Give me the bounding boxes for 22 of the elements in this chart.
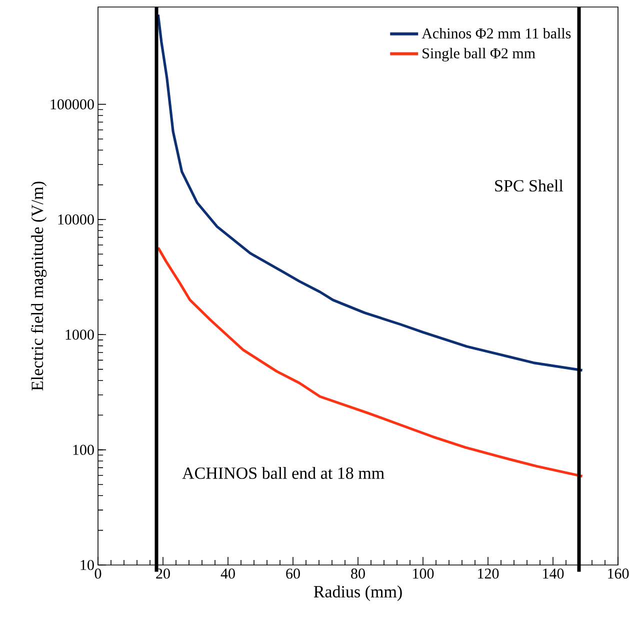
x-tick-label: 80 [351, 568, 365, 579]
x-tick-label: 40 [220, 568, 235, 579]
x-axis-title: Radius (mm) [314, 586, 402, 601]
line-series [156, 246, 584, 478]
ref-line-label: SPC Shell [495, 180, 564, 192]
x-tick-label: 140 [543, 568, 564, 579]
ref-line-label: ACHINOS ball end at 18 mm [182, 466, 384, 479]
x-tick-label: 60 [286, 568, 300, 579]
y-tick-label: 10 [80, 560, 94, 570]
y-tick-label: 100 [73, 444, 94, 455]
x-tick-label: 160 [608, 568, 629, 579]
line-series [156, 13, 584, 372]
x-tick-label: 100 [413, 568, 434, 579]
legend-label: Single ball Φ2 mm [422, 48, 536, 62]
y-tick-label: 100000 [50, 99, 94, 110]
x-tick-label: 0 [94, 568, 102, 579]
x-tick-label: 20 [156, 568, 170, 579]
x-tick-label: 120 [478, 568, 499, 579]
y-tick-label: 1000 [66, 330, 94, 340]
y-axis-title: Electric field magnitude (V/m) [30, 182, 47, 391]
y-tick-label: 10000 [58, 214, 94, 225]
legend-label: Achinos Φ2 mm 11 balls [422, 28, 571, 38]
